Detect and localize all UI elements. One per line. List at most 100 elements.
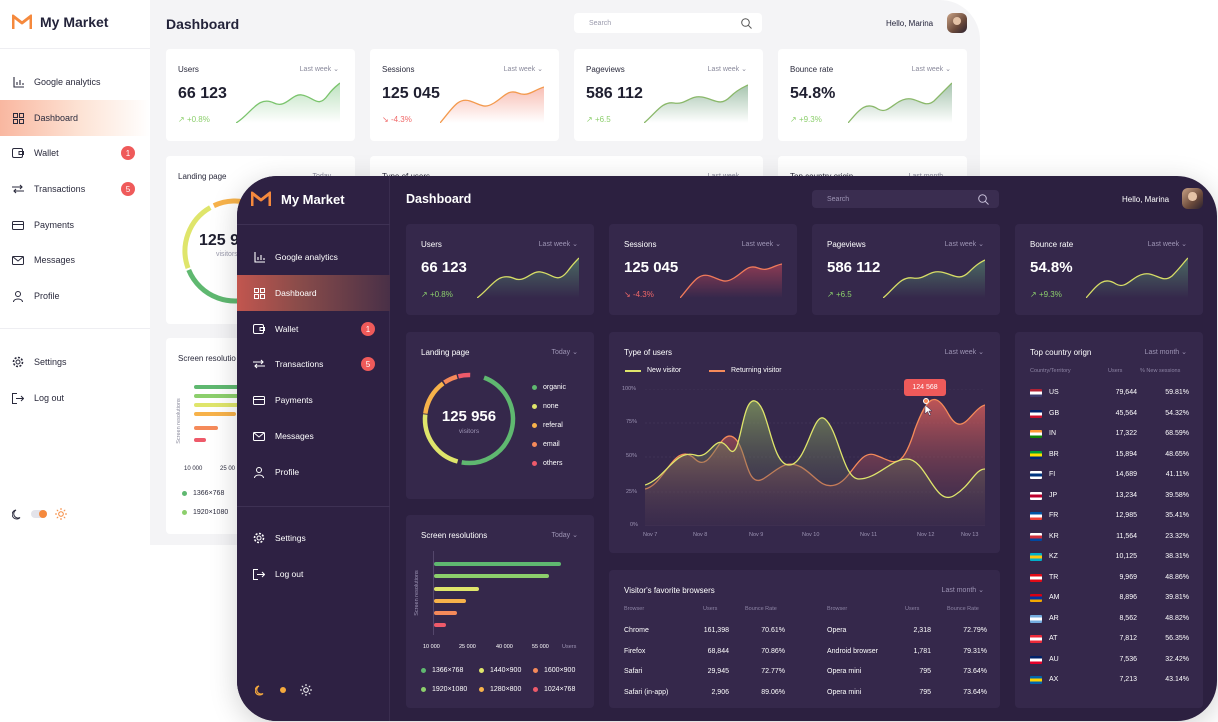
avatar[interactable]	[1182, 188, 1203, 209]
dark-nav-logout[interactable]: Log out	[237, 556, 390, 592]
country-pct: 48.65%	[1165, 450, 1189, 458]
transactions-badge: 5	[361, 357, 375, 371]
x-tick: 25 000	[459, 644, 476, 650]
flag-icon	[1030, 512, 1042, 520]
dark-logo[interactable]: My Market	[251, 191, 345, 207]
dark-nav-settings[interactable]: Settings	[237, 520, 390, 556]
light-nav-logout[interactable]: Log out	[0, 380, 150, 416]
light-nav-payments[interactable]: Payments	[0, 207, 150, 243]
browser-row: Safari (in-app) 2,906 89.06%	[609, 689, 1000, 701]
legend-item: 1024×768	[533, 686, 575, 693]
country-code: IN	[1049, 430, 1056, 437]
search-icon[interactable]	[741, 17, 752, 29]
country-users: 7,812	[1119, 635, 1137, 642]
stat-label: Sessions	[382, 65, 415, 74]
country-users: 8,562	[1119, 614, 1137, 622]
period-dropdown[interactable]: Last month ⌄	[1144, 349, 1187, 356]
axis-label: Screen resolutions	[413, 570, 420, 616]
sun-icon[interactable]	[300, 684, 312, 696]
period-dropdown[interactable]: Last week ⌄	[503, 66, 543, 73]
stat-value: 66 123	[178, 85, 227, 102]
dark-nav-google-analytics[interactable]: Google analytics	[237, 239, 390, 275]
flag-icon	[1030, 532, 1042, 541]
user-icon	[12, 290, 24, 302]
dark-nav-payments[interactable]: Payments	[237, 382, 390, 418]
period-dropdown[interactable]: Last month ⌄	[941, 587, 984, 594]
period-dropdown[interactable]: Last week ⌄	[911, 66, 951, 73]
light-nav-transactions[interactable]: Transactions 5	[0, 171, 150, 207]
country-row: IN 17,322 68.59%	[1015, 428, 1203, 440]
dark-nav-profile[interactable]: Profile	[237, 454, 390, 490]
period-dropdown[interactable]: Last week ⌄	[944, 241, 984, 248]
light-theme-switch[interactable]	[12, 508, 67, 520]
browser-name: Android browser	[827, 647, 878, 655]
sparkline	[680, 263, 782, 298]
divider	[0, 48, 150, 49]
y-tick: 25%	[626, 489, 638, 495]
light-stat-card-bounce: Bounce rate Last week ⌄ 54.8% ↗ +9.3%	[778, 49, 967, 141]
light-nav-settings[interactable]: Settings	[0, 344, 150, 380]
period-dropdown[interactable]: Today ⌄	[551, 532, 579, 539]
country-code: AX	[1049, 676, 1059, 683]
search-input[interactable]: Search	[812, 190, 999, 208]
legend-item: referal	[532, 422, 563, 429]
theme-toggle[interactable]	[31, 510, 47, 518]
country-row: BR 15,894 48.65%	[1015, 449, 1203, 461]
legend-item: 1366×768	[182, 490, 224, 497]
browser-row: Chrome 161,398 70.61%	[609, 627, 1000, 639]
sun-icon[interactable]	[55, 508, 67, 520]
flag-icon	[1030, 553, 1042, 561]
stat-value: 66 123	[421, 259, 467, 276]
period-dropdown[interactable]: Last week ⌄	[299, 66, 339, 73]
country-row: TR 9,969 48.86%	[1015, 572, 1203, 584]
period-dropdown[interactable]: Last week ⌄	[944, 349, 984, 356]
nav-label: Settings	[34, 357, 67, 367]
tick-label: 10 000	[184, 466, 203, 472]
light-nav-wallet[interactable]: Wallet 1	[0, 135, 150, 171]
browser-name: Safari	[624, 668, 643, 675]
period-dropdown[interactable]: Last week ⌄	[1147, 241, 1187, 248]
stat-value: 54.8%	[1030, 259, 1073, 276]
nav-label: Profile	[34, 291, 60, 301]
light-nav-messages[interactable]: Messages	[0, 242, 150, 278]
browser-rate: 79.31%	[963, 647, 987, 655]
light-nav-profile[interactable]: Profile	[0, 278, 150, 314]
bar-1366x768	[434, 562, 561, 566]
dark-nav-dashboard[interactable]: Dashboard	[237, 275, 390, 311]
col-header: Browser	[827, 606, 848, 612]
country-code: KR	[1049, 532, 1059, 540]
bar-1024x768	[434, 623, 446, 627]
search-icon[interactable]	[978, 193, 989, 205]
flag-icon	[1030, 676, 1042, 684]
country-users: 8,896	[1119, 594, 1137, 601]
search-input[interactable]: Search	[574, 13, 762, 33]
light-nav-dashboard[interactable]: Dashboard	[0, 100, 150, 136]
light-nav-google-analytics[interactable]: Google analytics	[0, 64, 150, 100]
country-users: 17,322	[1115, 430, 1137, 437]
stat-value: 125 045	[624, 259, 679, 276]
moon-icon[interactable]	[255, 684, 266, 696]
period-dropdown[interactable]: Last week ⌄	[538, 241, 578, 248]
axis-line	[433, 551, 434, 635]
country-row: FI 14,689 41.11%	[1015, 469, 1203, 481]
country-pct: 56.35%	[1165, 635, 1189, 642]
flag-icon	[1030, 450, 1042, 459]
dark-nav-transactions[interactable]: Transactions 5	[237, 346, 390, 382]
dark-nav-wallet[interactable]: Wallet 1	[237, 311, 390, 347]
period-dropdown[interactable]: Last week ⌄	[707, 66, 747, 73]
dark-nav-messages[interactable]: Messages	[237, 418, 390, 454]
light-logo[interactable]: My Market	[12, 14, 108, 30]
wallet-icon	[12, 147, 24, 159]
theme-toggle-dot[interactable]	[280, 687, 286, 693]
card-icon	[12, 219, 24, 231]
grid-icon	[12, 112, 24, 124]
dark-theme-switch[interactable]	[255, 684, 312, 696]
avatar[interactable]	[947, 13, 967, 33]
moon-icon[interactable]	[12, 509, 23, 520]
country-code: FI	[1049, 471, 1056, 478]
legend-item: 1920×1080	[421, 686, 467, 693]
browser-rate: 73.64%	[963, 688, 987, 696]
period-dropdown[interactable]: Today ⌄	[551, 349, 579, 356]
period-dropdown[interactable]: Last week ⌄	[741, 241, 781, 248]
legend-item: 1440×900	[479, 667, 521, 674]
